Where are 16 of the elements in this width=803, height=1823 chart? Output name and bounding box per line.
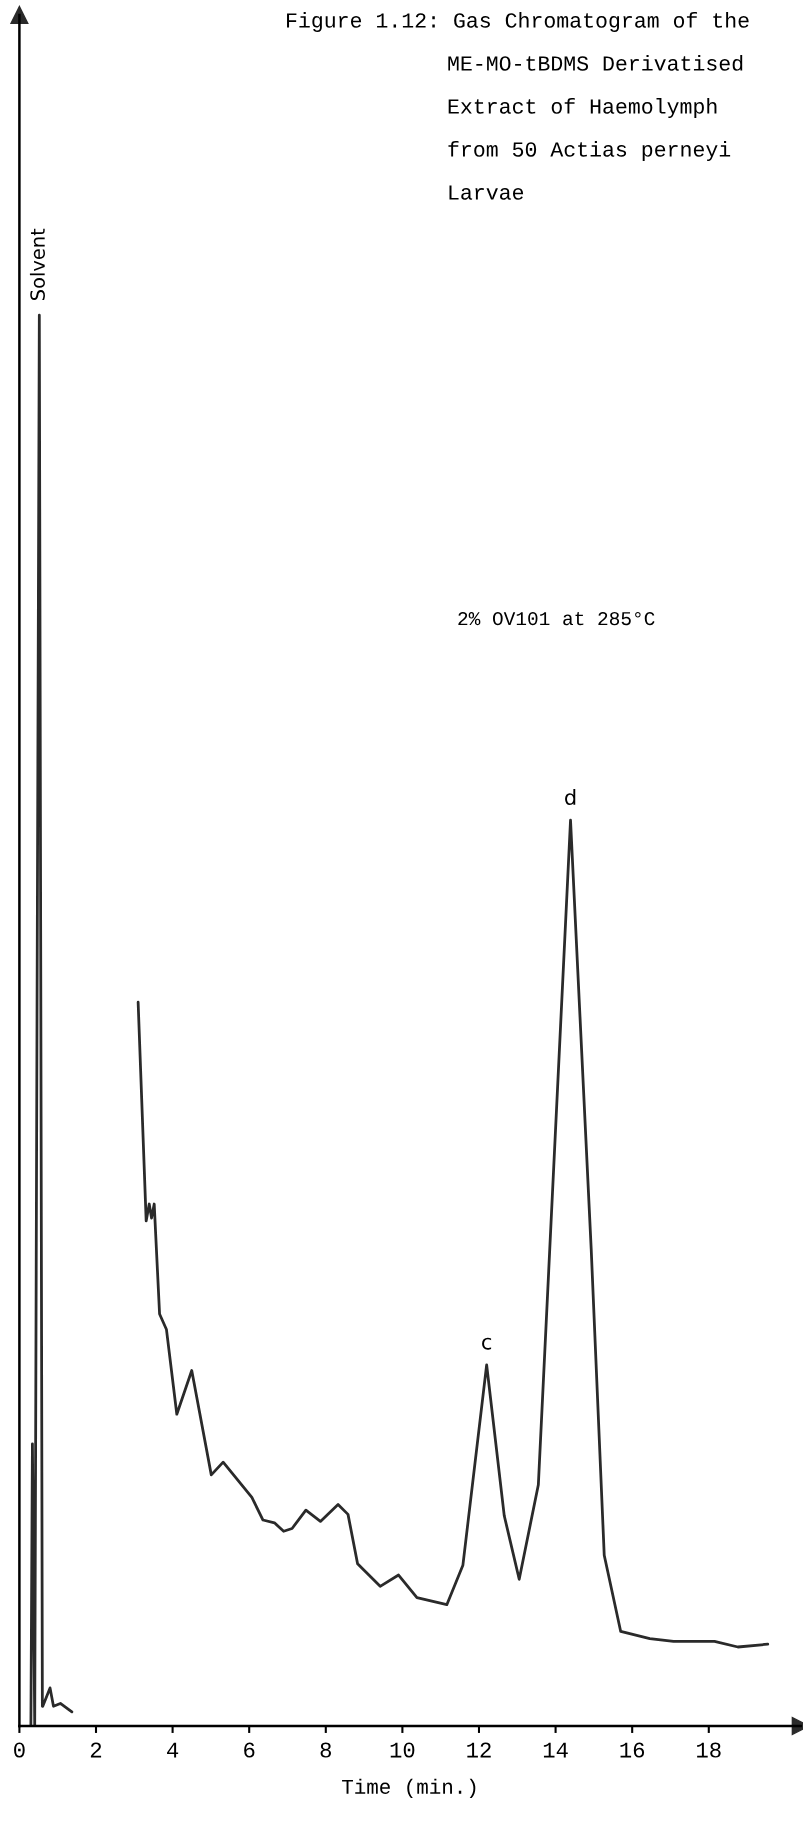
annotation: Solvent [29, 228, 45, 300]
x-axis-title: Time (min.) [342, 1778, 476, 1799]
x-tick-label: 6 [244, 1742, 255, 1758]
x-tick-label: 4 [167, 1742, 179, 1758]
chart-title: Figure 1.12: Gas Chromatogram of the ME-MO-tBDMS Derivatised Extract of Haemolymph from 50 Actias perneyi Larvae [287, 11, 749, 200]
x-tick-label: 8 [320, 1742, 331, 1758]
x-tick-label: 12 [467, 1742, 491, 1758]
x-tick-label: 10 [390, 1742, 415, 1758]
x-tick-label: 18 [697, 1742, 721, 1758]
annotation: c [482, 1337, 492, 1350]
annotation: d [565, 788, 576, 806]
x-tick-label: 0 [14, 1742, 25, 1758]
x-tick-label: 2 [90, 1742, 102, 1758]
x-tick-label: 14 [543, 1742, 568, 1758]
annotation: 2% OV101 at 285°C [458, 612, 655, 626]
x-tick-label: 16 [620, 1742, 645, 1758]
